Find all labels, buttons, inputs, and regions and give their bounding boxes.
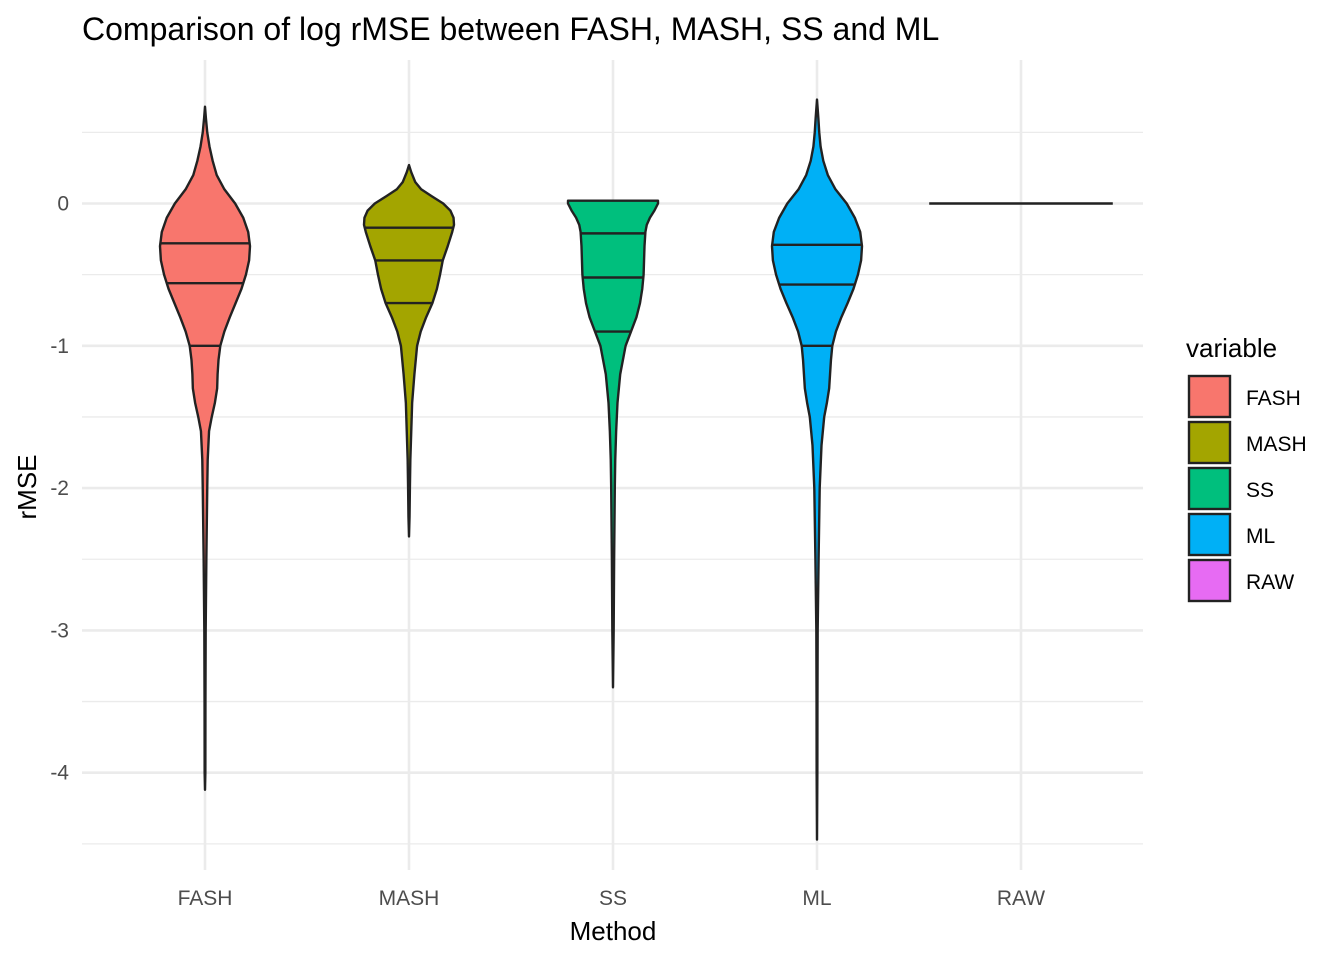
legend-swatch <box>1187 420 1232 465</box>
legend: variable FASH MASH SS ML RAW <box>1186 333 1307 603</box>
y-tick-label: -1 <box>50 335 69 358</box>
legend-item-raw: RAW <box>1187 558 1294 603</box>
violin-mash <box>362 163 456 538</box>
legend-swatch <box>1187 558 1232 603</box>
violins <box>158 98 1113 841</box>
legend-label: MASH <box>1246 433 1307 456</box>
y-tick-label: 0 <box>57 193 69 216</box>
legend-label: RAW <box>1246 571 1294 594</box>
y-tick-label: -3 <box>50 619 69 642</box>
violin-ss-body <box>566 199 660 689</box>
y-tick-label: -4 <box>50 762 69 785</box>
chart-title: Comparison of log rMSE between FASH, MAS… <box>82 11 939 47</box>
x-tick-label: RAW <box>997 887 1045 910</box>
x-tick-label: FASH <box>178 887 233 910</box>
violin-fash <box>158 105 252 791</box>
violin-fash-body <box>158 105 252 791</box>
legend-item-fash: FASH <box>1187 374 1301 419</box>
violin-ml <box>770 98 864 841</box>
x-tick-label: ML <box>802 887 831 910</box>
y-tick-label: -2 <box>50 477 69 500</box>
x-axis-title: Method <box>570 916 657 946</box>
legend-swatch <box>1187 466 1232 511</box>
legend-item-ml: ML <box>1187 512 1275 557</box>
violin-ss <box>566 199 660 689</box>
legend-label: FASH <box>1246 387 1301 410</box>
x-tick-label: SS <box>599 887 627 910</box>
y-axis-tick-labels: 0 -1 -2 -3 -4 <box>50 193 69 785</box>
x-axis-tick-labels: FASH MASH SS ML RAW <box>178 887 1046 910</box>
legend-items: FASH MASH SS ML RAW <box>1187 374 1307 603</box>
legend-swatch <box>1187 512 1232 557</box>
legend-label: ML <box>1246 525 1275 548</box>
x-tick-label: MASH <box>379 887 440 910</box>
violin-mash-body <box>362 163 456 538</box>
legend-item-ss: SS <box>1187 466 1274 511</box>
legend-item-mash: MASH <box>1187 420 1307 465</box>
legend-label: SS <box>1246 479 1274 502</box>
y-axis-title: rMSE <box>12 455 42 520</box>
legend-swatch <box>1187 374 1232 419</box>
legend-title: variable <box>1186 333 1277 363</box>
